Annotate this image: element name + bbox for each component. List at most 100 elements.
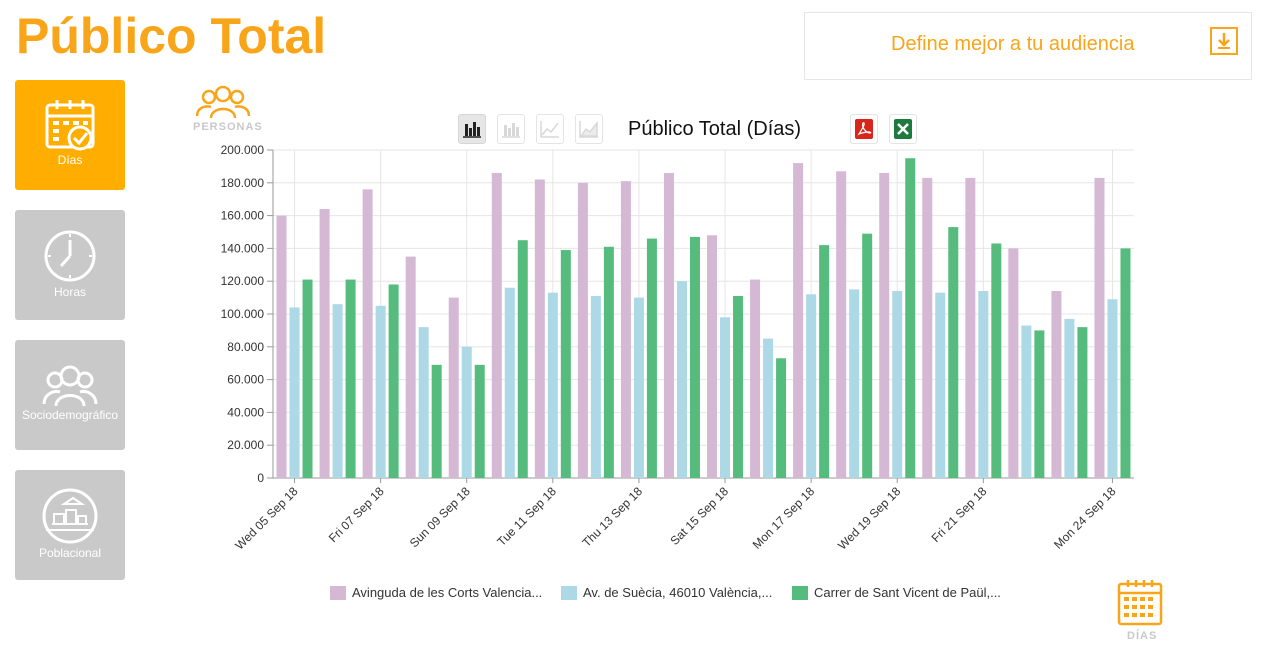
bar-3: [689, 236, 700, 478]
y-tick-label: 160.000: [221, 209, 265, 223]
bar-1: [534, 179, 545, 478]
y-tick-label: 200.000: [221, 143, 265, 157]
calendar-icon: [1117, 580, 1163, 626]
sidebar-item-label: Poblacional: [38, 546, 102, 560]
export-pdf-button[interactable]: [850, 114, 878, 144]
x-tick-label: Mon 17 Sep 18: [750, 484, 818, 552]
bar-1: [836, 171, 847, 478]
bar-2: [375, 305, 386, 478]
bar-1: [405, 256, 416, 478]
bar-2: [504, 287, 515, 478]
x-tick-label: Wed 05 Sep 18: [232, 484, 300, 552]
bar-1: [448, 297, 459, 478]
bar-3: [431, 364, 442, 478]
bar-2: [1107, 299, 1118, 478]
bar-2: [547, 292, 558, 478]
bar-3: [862, 233, 873, 478]
export-excel-button[interactable]: [889, 114, 917, 144]
chart-title: Público Total (Días): [628, 118, 802, 140]
bar-3: [991, 243, 1002, 478]
personas-axis-badge: PERSONAS: [190, 84, 266, 136]
area-chart-button[interactable]: [575, 114, 603, 144]
bar-1: [577, 182, 588, 479]
bar-2: [633, 297, 644, 478]
y-tick-label: 120.000: [221, 274, 265, 288]
define-audience-button[interactable]: Define mejor a tu audiencia: [804, 12, 1252, 80]
x-tick-label: Tue 11 Sep 18: [494, 484, 559, 549]
bar-2: [763, 338, 774, 478]
clock-icon: [40, 226, 100, 286]
grouped-bar-icon: [463, 122, 481, 138]
bar-2: [978, 291, 989, 478]
legend-swatch: [561, 586, 577, 600]
page-title: Público Total: [16, 8, 327, 64]
bar-2: [1021, 325, 1032, 478]
bar-1: [276, 215, 287, 478]
people-group-icon: [40, 356, 100, 416]
bar-3: [1120, 248, 1131, 478]
bar-2: [1064, 318, 1075, 478]
bar-2: [806, 294, 817, 478]
bar-2: [332, 304, 343, 478]
y-tick-label: 60.000: [227, 373, 264, 387]
bar-3: [733, 295, 744, 478]
bar-2: [892, 291, 903, 478]
stacked-bar-icon: [502, 123, 520, 138]
download-arrow-icon: [1210, 27, 1238, 55]
calendar-check-icon: [40, 96, 100, 156]
y-tick-label: 40.000: [227, 405, 264, 419]
bar-3: [1077, 327, 1088, 478]
bar-1: [491, 172, 502, 478]
sidebar-item-label: Días: [57, 153, 83, 167]
bar-1: [750, 279, 761, 478]
bar-1: [1094, 177, 1105, 478]
bar-2: [676, 281, 687, 478]
y-tick-label: 180.000: [221, 176, 265, 190]
bar-2: [849, 289, 860, 478]
x-tick-label: Fri 21 Sep 18: [929, 484, 990, 545]
people-icon: [195, 85, 251, 119]
grouped-bar-chart-button[interactable]: [458, 114, 486, 144]
y-tick-label: 100.000: [221, 307, 265, 321]
sidebar-item-horas[interactable]: Horas: [15, 210, 125, 320]
bar-3: [517, 240, 528, 478]
bar-2: [590, 295, 601, 478]
bar-3: [302, 279, 313, 478]
personas-label: PERSONAS: [193, 121, 263, 133]
legend-swatch: [330, 586, 346, 600]
bar-1: [707, 235, 718, 478]
bar-2: [289, 307, 300, 478]
x-tick-label: Mon 24 Sep 18: [1051, 484, 1119, 552]
sidebar-item-dias[interactable]: Días: [15, 80, 125, 190]
bar-3: [603, 246, 614, 478]
stacked-bar-chart-button[interactable]: [497, 114, 525, 144]
legend-swatch: [792, 586, 808, 600]
bar-1: [879, 172, 890, 478]
bar-1: [922, 177, 933, 478]
bar-3: [646, 238, 657, 478]
bar-1: [1008, 248, 1019, 478]
town-buildings-icon: [40, 486, 100, 546]
bar-3: [345, 279, 356, 478]
x-tick-label: Fri 07 Sep 18: [326, 484, 387, 545]
legend-label: Carrer de Sant Vicent de Paül,...: [814, 585, 1001, 600]
sidebar-item-poblacional[interactable]: Poblacional: [15, 470, 125, 580]
y-tick-label: 140.000: [221, 241, 265, 255]
define-audience-label: Define mejor a tu audiencia: [891, 33, 1135, 55]
x-tick-label: Sun 09 Sep 18: [407, 484, 473, 550]
bar-3: [819, 245, 830, 478]
bar-1: [965, 177, 976, 478]
line-chart-icon: [540, 121, 559, 138]
dias-label: DÍAS: [1127, 630, 1158, 642]
bar-1: [362, 189, 373, 479]
bar-2: [461, 346, 472, 478]
bar-1: [620, 181, 631, 478]
bar-3: [776, 358, 787, 478]
bar-3: [474, 364, 485, 478]
bar-3: [388, 284, 399, 478]
legend-label: Avinguda de les Corts Valencia...: [352, 585, 543, 600]
line-chart-button[interactable]: [536, 114, 564, 144]
sidebar-item-sociodemografico[interactable]: Sociodemográfico: [15, 340, 125, 450]
bar-2: [935, 292, 946, 478]
